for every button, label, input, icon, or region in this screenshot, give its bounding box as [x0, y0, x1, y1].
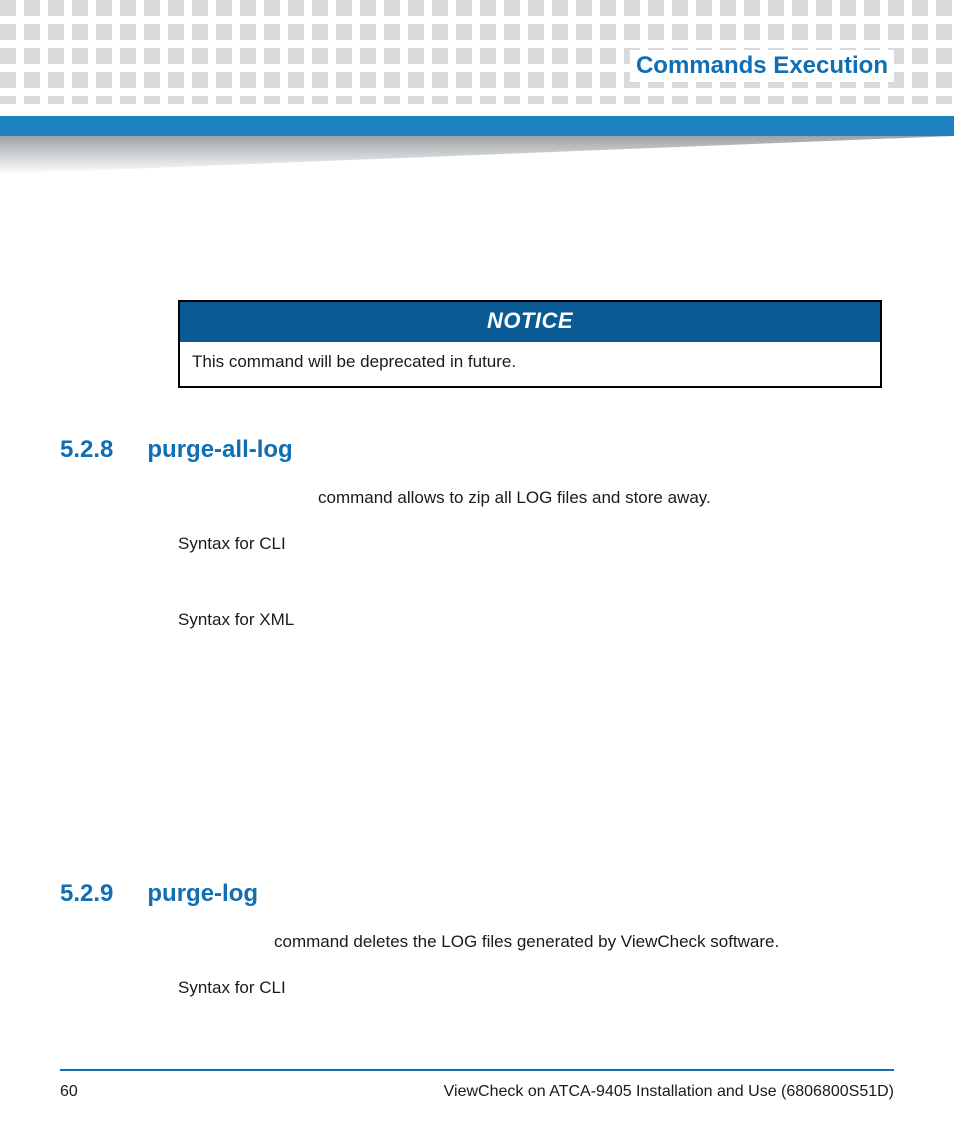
section-description: command allows to zip all LOG files and …: [178, 488, 878, 508]
section-heading-528: 5.2.8 purge-all-log: [60, 436, 894, 464]
syntax-cli-label: Syntax for CLI: [178, 978, 878, 998]
page-number: 60: [60, 1083, 78, 1101]
section-number: 5.2.8: [60, 436, 113, 464]
syntax-cli-label: Syntax for CLI: [178, 534, 878, 554]
section-heading-529: 5.2.9 purge-log: [60, 880, 894, 908]
header-wedge: [0, 136, 954, 174]
notice-header: NOTICE: [180, 302, 880, 342]
chapter-title: Commands Execution: [630, 50, 894, 82]
page-footer: 60 ViewCheck on ATCA-9405 Installation a…: [60, 1083, 894, 1101]
section-number: 5.2.9: [60, 880, 113, 908]
section-title: purge-all-log: [147, 436, 292, 464]
header-blue-bar: [0, 116, 954, 136]
section-body-529: command deletes the LOG files generated …: [178, 932, 878, 998]
syntax-xml-label: Syntax for XML: [178, 610, 878, 630]
section-body-528: command allows to zip all LOG files and …: [178, 488, 878, 630]
footer-doc-title: ViewCheck on ATCA-9405 Installation and …: [444, 1083, 894, 1101]
section-description: command deletes the LOG files generated …: [178, 932, 878, 952]
notice-body: This command will be deprecated in futur…: [180, 342, 880, 386]
section-title: purge-log: [147, 880, 258, 908]
notice-box: NOTICE This command will be deprecated i…: [178, 300, 882, 388]
footer-rule: [60, 1069, 894, 1071]
page-content: NOTICE This command will be deprecated i…: [60, 300, 894, 998]
